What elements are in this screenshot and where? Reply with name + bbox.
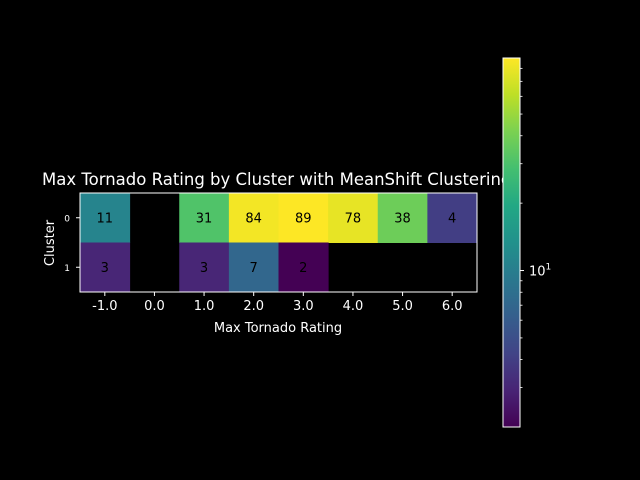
cell-value-label: 3 (200, 261, 208, 276)
colorbar-ticks: 101 (520, 67, 551, 388)
y-tick-label: 0 (64, 214, 70, 224)
heatmap-cell-labels: 11 31 84 89 78 38 4 3 3 7 2 (97, 211, 457, 276)
heatmap-cell (328, 193, 379, 243)
x-tick-label: 1.0 (194, 299, 215, 314)
x-tick-label: 2.0 (243, 299, 264, 314)
x-tick-label: -1.0 (92, 299, 117, 314)
heatmap-cells (80, 193, 477, 292)
cell-value-label: 84 (245, 211, 262, 226)
heatmap-cell (377, 193, 428, 243)
heatmap-cell (80, 242, 131, 292)
cell-value-label: 4 (448, 211, 456, 226)
heatmap-cell (278, 193, 329, 243)
y-axis-ticks: 01 (64, 214, 80, 274)
cell-value-label: 31 (196, 211, 213, 226)
y-tick-label: 1 (64, 264, 70, 274)
x-axis-label: Max Tornado Rating (214, 321, 342, 336)
chart-title: Max Tornado Rating by Cluster with MeanS… (42, 170, 511, 189)
x-axis-ticks: -1.0 0.0 1.0 2.0 3.0 4.0 5.0 6.0 (92, 292, 463, 314)
cell-value-label: 2 (299, 261, 307, 276)
x-tick-label: 5.0 (392, 299, 413, 314)
plot-frame (79, 192, 478, 293)
heatmap-cell (278, 242, 329, 292)
heatmap-cell (228, 242, 279, 292)
x-tick-label: 6.0 (442, 299, 463, 314)
cell-value-label: 78 (345, 211, 362, 226)
heatmap-cell (179, 242, 230, 292)
cell-value-label: 11 (97, 211, 114, 226)
cell-value-label: 3 (101, 261, 109, 276)
colorbar-tick-label: 101 (529, 263, 551, 280)
colorbar (502, 57, 521, 428)
cell-value-label: 38 (394, 211, 411, 226)
x-tick-label: 4.0 (343, 299, 364, 314)
x-tick-label: 3.0 (293, 299, 314, 314)
cell-value-label: 7 (250, 261, 258, 276)
cell-value-label: 89 (295, 211, 312, 226)
y-axis-label: Cluster (43, 219, 58, 266)
heatmap-cell (228, 193, 279, 243)
heatmap-cell (427, 193, 477, 243)
x-tick-label: 0.0 (144, 299, 165, 314)
heatmap-cell (179, 193, 230, 243)
heatmap-cell (80, 193, 131, 243)
